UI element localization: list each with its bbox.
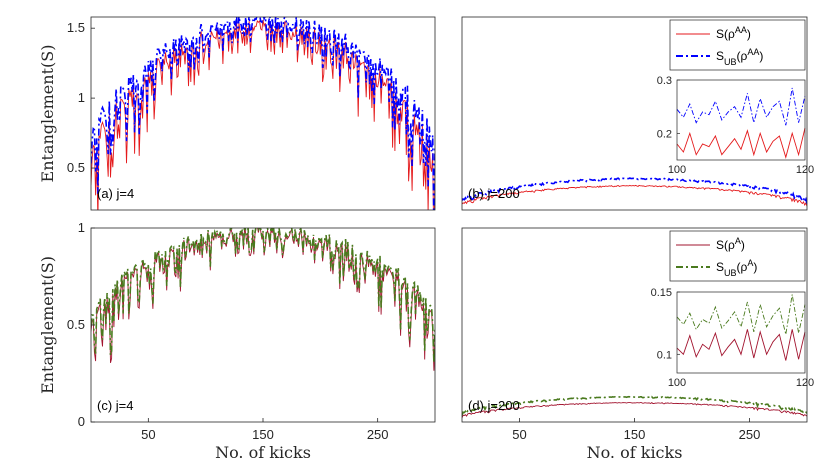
x-tick-label: 50 <box>141 427 155 442</box>
y-tick-label: 0.5 <box>67 317 85 332</box>
y-tick-label: 1 <box>78 220 85 235</box>
inset-frame <box>676 79 806 161</box>
legend-label: S(ρAA) <box>716 25 751 41</box>
x-tick-label: 250 <box>367 427 389 442</box>
series-line-exact <box>462 402 807 418</box>
y-axis-label: Entanglement(S) <box>38 256 57 394</box>
inset-lower-line <box>676 127 806 159</box>
inset-area <box>677 292 805 373</box>
y-tick-label: 0.5 <box>67 160 85 175</box>
inset-y-tick-label: 0.2 <box>657 128 672 140</box>
x-tick-label: 50 <box>512 427 526 442</box>
panel-label: (a) j=4 <box>97 186 134 201</box>
series-line-upper-bound <box>462 395 807 416</box>
legend: S(ρAA) SUB(ρAA) <box>669 19 806 71</box>
axes-frame <box>461 16 808 211</box>
x-tick-label: 150 <box>252 427 274 442</box>
panel-d: 50 150 250 (d) j=200 No. of kicks S(ρA) SUB(ρA… <box>461 227 815 462</box>
x-axis-label: No. of kicks <box>215 443 311 462</box>
inset-y-tick-label: 0.3 <box>657 75 672 87</box>
axes-frame <box>90 16 436 211</box>
series-line-upper-bound <box>91 228 435 363</box>
series-line-upper-bound <box>91 17 435 210</box>
inset-plot: 0.1 0.15 100 120 <box>651 287 815 389</box>
inset-y-tick-label: 0.1 <box>657 349 672 361</box>
inset-x-tick-label: 100 <box>668 377 686 389</box>
y-tick-label: 0 <box>78 414 85 429</box>
inset-plot: 0.2 0.3 100 120 <box>657 75 814 176</box>
y-axis-label: Entanglement(S) <box>38 45 57 183</box>
y-tick-label: 1 <box>78 90 85 105</box>
legend-box <box>669 19 806 71</box>
legend-label: SUB(ρA) <box>716 258 757 278</box>
x-axis-label: No. of kicks <box>587 443 683 462</box>
plot-area <box>91 228 435 422</box>
x-tick-label: 250 <box>739 427 761 442</box>
panel-label: (d) j=200 <box>468 398 520 413</box>
panel-label: (c) j=4 <box>97 398 133 413</box>
panel-a: 0.5 1 1.5 (a) j=4 Entanglement(S) <box>38 16 436 211</box>
inset-area <box>677 80 805 160</box>
legend-label: SUB(ρAA) <box>716 47 763 67</box>
inset-lower-line <box>676 329 806 361</box>
panel-label: (b) j=200 <box>468 186 520 201</box>
x-tick-label: 150 <box>624 427 646 442</box>
inset-x-tick-label: 100 <box>668 164 686 176</box>
panel-b: (b) j=200 S(ρAA) SUB(ρAA) 0.2 0.3 100 120 <box>461 16 814 211</box>
legend: S(ρA) SUB(ρA) <box>669 230 806 282</box>
inset-x-tick-label: 120 <box>796 377 814 389</box>
legend-box <box>669 230 806 282</box>
y-tick-label: 1.5 <box>67 20 85 35</box>
inset-y-tick-label: 0.15 <box>651 287 672 299</box>
inset-frame <box>676 291 806 374</box>
legend-label: S(ρA) <box>716 236 745 252</box>
series-line-upper-bound <box>462 177 807 205</box>
series-line-exact <box>91 19 435 210</box>
inset-upper-line <box>676 87 806 126</box>
inset-x-tick-label: 120 <box>796 164 814 176</box>
plot-area <box>91 17 435 210</box>
inset-upper-line <box>676 294 806 335</box>
series-line-exact <box>462 184 807 207</box>
